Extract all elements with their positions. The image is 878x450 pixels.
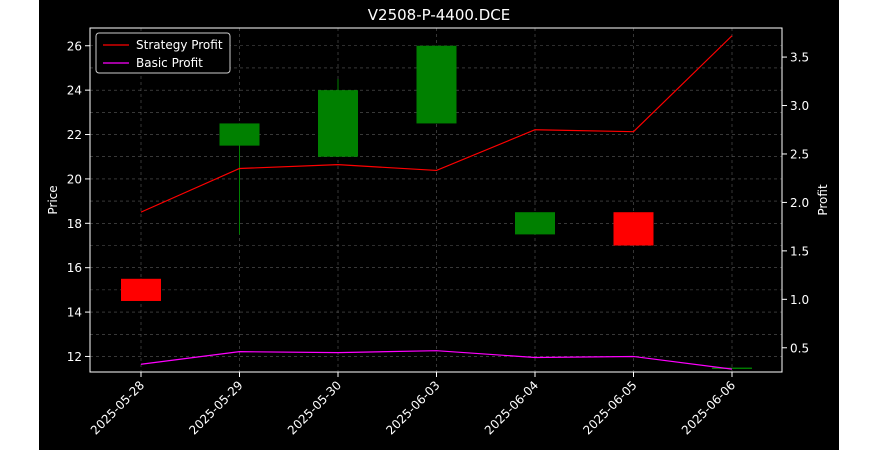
candle-body <box>613 212 654 246</box>
basic-profit-line <box>140 350 733 370</box>
left-tick-label: 18 <box>67 217 82 231</box>
chart-title: V2508-P-4400.DCE <box>368 6 510 24</box>
left-tick-label: 14 <box>67 306 82 320</box>
right-tick-label: 3.0 <box>790 99 809 113</box>
candle-body <box>219 123 260 146</box>
candle-body <box>416 45 457 124</box>
left-axis-label: Price <box>46 185 60 214</box>
left-tick-label: 22 <box>67 128 82 142</box>
right-axis: 0.5 1.0 1.5 2.0 2.5 3.0 3.5 <box>782 51 809 355</box>
right-axis-label: Profit <box>816 184 830 216</box>
right-tick-label: 2.5 <box>790 147 809 161</box>
right-tick-label: 2.0 <box>790 196 809 210</box>
left-tick-label: 20 <box>67 172 82 186</box>
candle-body <box>712 367 752 369</box>
candle-body <box>515 212 555 235</box>
candle-body <box>121 278 161 301</box>
legend-label-strategy: Strategy Profit <box>136 38 223 52</box>
left-axis: 12 14 16 18 20 22 24 26 <box>67 39 90 364</box>
strategy-profit-line <box>140 35 733 213</box>
legend: Strategy Profit Basic Profit <box>95 32 231 74</box>
candle-body <box>318 90 358 157</box>
right-tick-label: 3.5 <box>790 51 809 65</box>
right-tick-label: 0.5 <box>790 341 809 355</box>
left-tick-label: 24 <box>67 84 82 98</box>
left-tick-label: 12 <box>67 350 82 364</box>
right-tick-label: 1.5 <box>790 244 809 258</box>
left-tick-label: 26 <box>67 39 82 53</box>
legend-label-basic: Basic Profit <box>136 56 203 70</box>
candles <box>121 45 752 369</box>
legend-box <box>95 32 231 74</box>
profit-lines <box>140 35 733 370</box>
left-tick-label: 16 <box>67 261 82 275</box>
right-tick-label: 1.0 <box>790 293 809 307</box>
